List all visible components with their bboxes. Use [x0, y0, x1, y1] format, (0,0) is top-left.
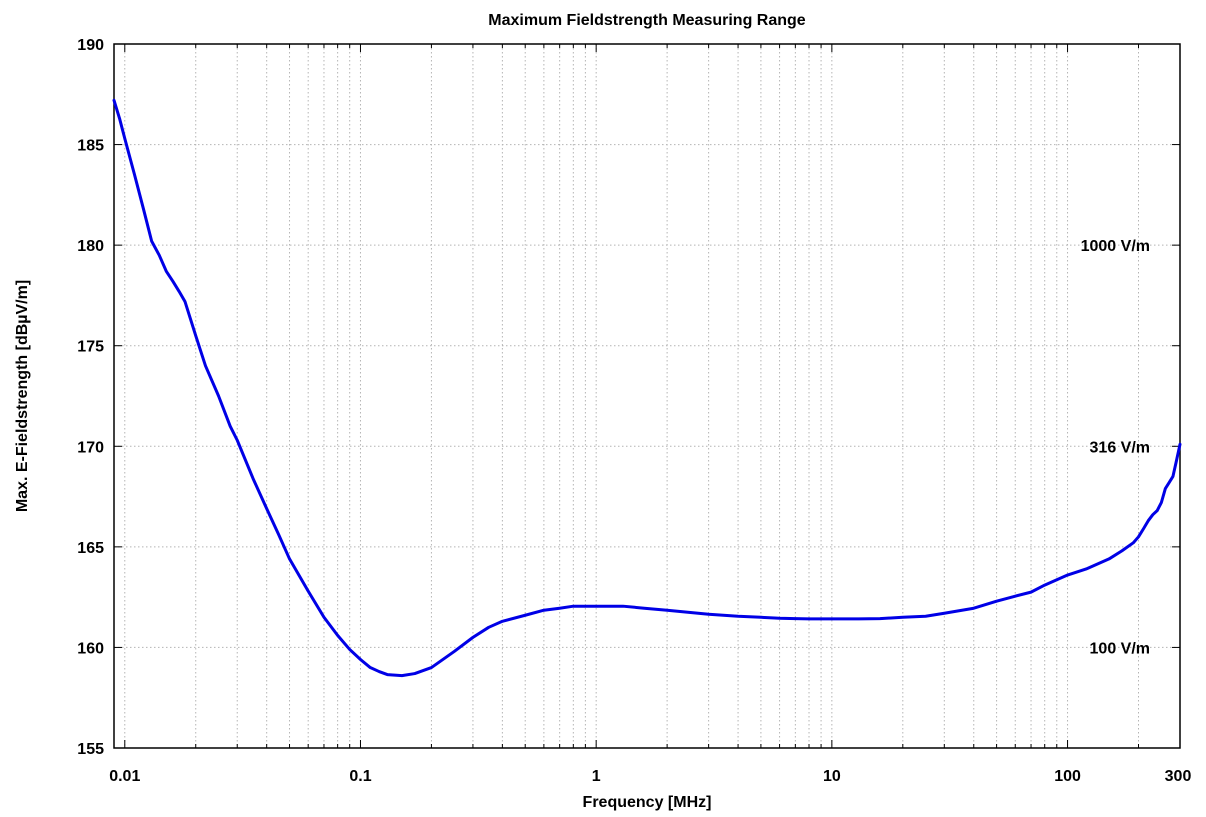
- plot-frame: [113, 43, 1181, 749]
- y-tick-label: 175: [77, 339, 104, 356]
- x-tick-label: 0.1: [349, 768, 371, 785]
- annotations: 1000 V/m 316 V/m 100 V/m: [1081, 238, 1150, 657]
- y-axis-label: Max. E-Fieldstrength [dBµV/m]: [14, 280, 31, 512]
- tick-labels: 0.01 0.1 1 10 100 300 155 160 165 170 175 180 185 190: [77, 37, 1191, 785]
- series-layer: [112, 98, 1182, 678]
- y-tick-label: 155: [77, 741, 104, 758]
- axis-ticks: [114, 43, 1180, 749]
- x-tick-label: 10: [823, 768, 841, 785]
- y-tick-label: 185: [77, 138, 104, 155]
- y-tick-label: 180: [77, 238, 104, 255]
- x-tick-label: 0.01: [109, 768, 140, 785]
- annotation-label: 1000 V/m: [1081, 238, 1150, 255]
- chart-title: Maximum Fieldstrength Measuring Range: [488, 12, 805, 29]
- x-tick-label: 300: [1165, 768, 1192, 785]
- annotation-label: 316 V/m: [1090, 439, 1150, 456]
- x-tick-label: 1: [592, 768, 601, 785]
- y-tick-label: 165: [77, 540, 104, 557]
- annotation-label: 100 V/m: [1090, 640, 1150, 657]
- y-tick-label: 170: [77, 439, 104, 456]
- y-tick-label: 190: [77, 37, 104, 54]
- series-line: [112, 98, 1182, 678]
- x-axis-label: Frequency [MHz]: [583, 794, 712, 811]
- x-tick-label: 100: [1054, 768, 1081, 785]
- grid-lines: [114, 44, 1180, 748]
- y-tick-label: 160: [77, 640, 104, 657]
